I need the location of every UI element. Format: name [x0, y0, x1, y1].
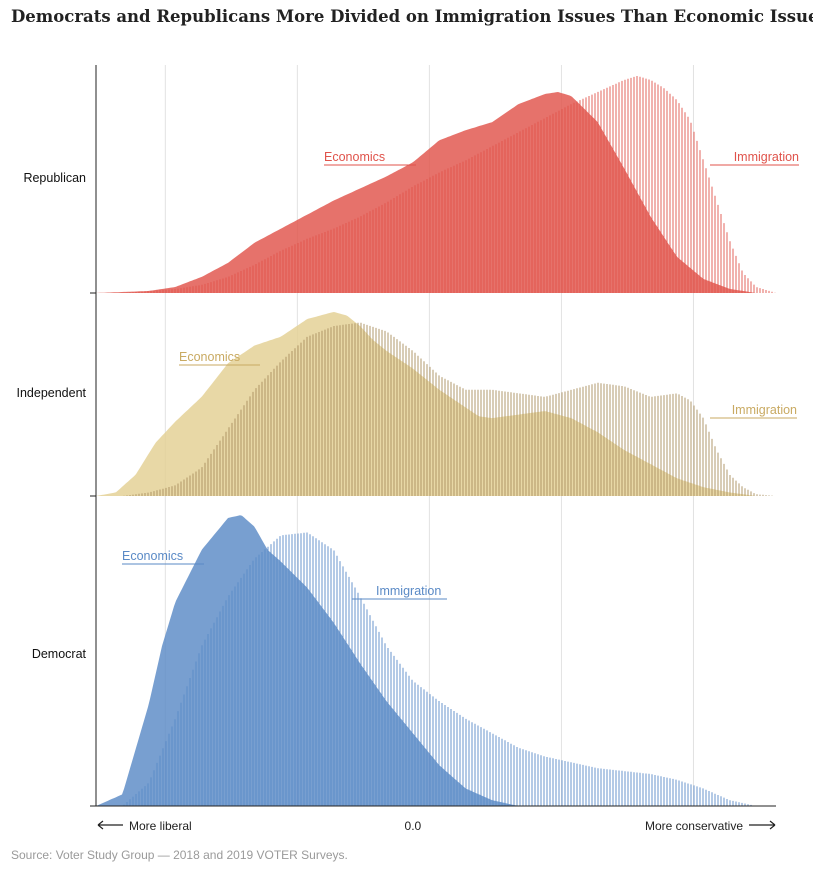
source-note: Source: Voter Study Group — 2018 and 201…	[11, 848, 348, 862]
arrow-right-icon	[749, 820, 776, 830]
row-label: Republican	[23, 171, 86, 185]
economics-area	[96, 515, 776, 806]
panel-democrat: Democrat Economics Immigration	[32, 515, 776, 807]
x-label-left: More liberal	[129, 819, 192, 833]
series-annotation-immigration: Immigration	[732, 403, 797, 417]
immigration-hatch	[123, 532, 755, 806]
row-label: Democrat	[32, 647, 87, 661]
panel-republican: Republican Economics Immigration	[23, 76, 799, 294]
series-annotation-immigration: Immigration	[734, 150, 799, 164]
arrow-left-icon	[97, 820, 123, 830]
x-tick-label: 0.0	[405, 819, 422, 833]
chart-title: Democrats and Republicans More Divided o…	[11, 7, 813, 26]
series-annotation-economics: Economics	[122, 549, 183, 563]
immigration-hatch	[126, 76, 776, 293]
row-label: Independent	[16, 386, 86, 400]
x-label-right: More conservative	[645, 819, 743, 833]
axes: 0.0 More liberal More conservative	[95, 65, 776, 833]
series-annotation-economics: Economics	[324, 150, 385, 164]
series-annotation-economics: Economics	[179, 350, 240, 364]
series-annotation-immigration: Immigration	[376, 584, 441, 598]
immigration-hatch	[123, 322, 773, 496]
panel-independent: Independent Economics Immigration	[16, 312, 797, 497]
